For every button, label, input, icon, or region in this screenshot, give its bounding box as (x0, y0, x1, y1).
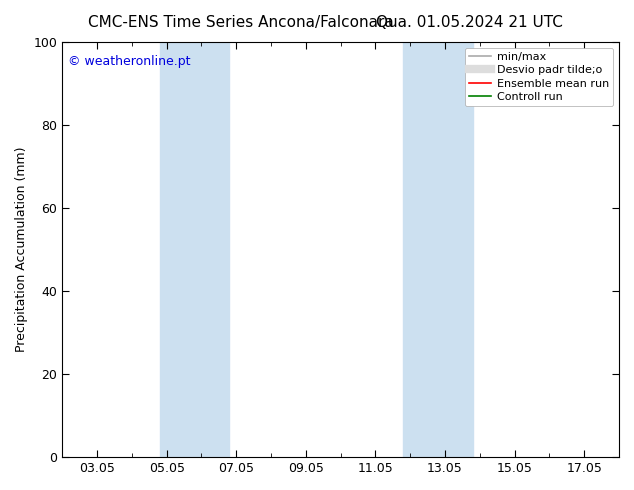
Text: CMC-ENS Time Series Ancona/Falconara: CMC-ENS Time Series Ancona/Falconara (88, 15, 394, 30)
Bar (160, 42, 230, 457)
Y-axis label: Precipitation Accumulation (mm): Precipitation Accumulation (mm) (15, 147, 28, 352)
Text: Qua. 01.05.2024 21 UTC: Qua. 01.05.2024 21 UTC (376, 15, 562, 30)
Text: © weatheronline.pt: © weatheronline.pt (68, 54, 190, 68)
Bar (403, 42, 473, 457)
Legend: min/max, Desvio padr tilde;o, Ensemble mean run, Controll run: min/max, Desvio padr tilde;o, Ensemble m… (465, 48, 614, 106)
